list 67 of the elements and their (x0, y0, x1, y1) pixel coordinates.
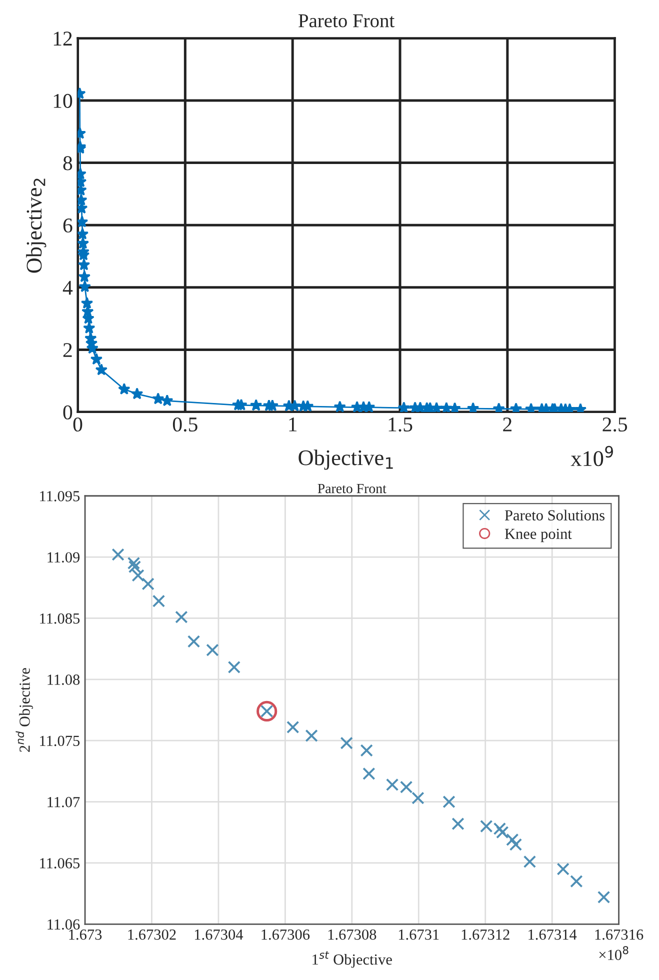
point (142, 578, 154, 590)
x-tick-label: 1.67306 (262, 929, 310, 940)
x-tick-label: 1.673 (69, 929, 102, 940)
y-tick-label: 6 (63, 218, 72, 233)
point (360, 744, 373, 757)
x-tick-label: 1.5 (388, 418, 412, 432)
legend-label: Knee point (504, 528, 572, 542)
y-tick-label: 12 (54, 32, 72, 46)
point (442, 795, 456, 808)
text: ×10$^{8}$ (599, 946, 628, 960)
point (452, 817, 464, 830)
y-tick-label: 11.08 (48, 674, 80, 685)
x-tick-label: 1.67316 (595, 929, 644, 940)
point (340, 736, 353, 750)
point (386, 778, 399, 792)
point (412, 792, 424, 804)
point (400, 780, 413, 794)
y-tick-label: 0 (63, 405, 72, 420)
point (556, 862, 570, 876)
x-tick-label: 1 (289, 418, 297, 432)
y-tick-label: 11.065 (40, 858, 80, 868)
x-tick-label: 0.5 (172, 417, 198, 432)
x-tick-label: 1.67314 (528, 929, 577, 940)
x-tick-label: 1.67312 (462, 929, 510, 940)
y-tick-label: 11.085 (40, 613, 80, 624)
x-tick-label: 1.67304 (194, 929, 244, 940)
point (112, 548, 124, 561)
chart-title: Pareto Front (298, 14, 395, 28)
point (286, 720, 300, 734)
point (523, 855, 536, 868)
x-tick-label: 1.67308 (328, 929, 376, 940)
y-tick-label: 2 (63, 343, 72, 357)
x-tick-label: 1.6731 (398, 929, 439, 940)
point (496, 826, 509, 839)
y-tick-label: 10 (54, 94, 72, 108)
chart-title: Pareto Front (318, 484, 386, 494)
x-tick-label: 2.5 (602, 418, 628, 432)
x-tick-label: 1.67302 (128, 929, 176, 940)
x-tick-label: 2 (503, 418, 512, 432)
point (506, 833, 519, 846)
point (509, 838, 522, 851)
point (132, 569, 144, 582)
x-axis-title: Objective$_{1}$ (298, 450, 393, 470)
legend-label: Pareto Solutions (504, 510, 604, 520)
point (127, 556, 140, 570)
y-tick-label: 4 (62, 280, 73, 295)
point (175, 610, 188, 624)
point (362, 767, 376, 780)
y-axis-title: 2$^{nd}$ Objective (16, 668, 33, 752)
y-tick-label: 11.06 (48, 919, 80, 930)
point (206, 644, 219, 656)
y-tick-label: 8 (63, 156, 72, 170)
point (570, 874, 583, 888)
y-tick-label: 11.075 (40, 736, 80, 746)
x-axis-title: 1$^{st}$ Objective (312, 951, 392, 968)
y-tick-label: 11.07 (48, 796, 80, 808)
point (152, 594, 166, 608)
point (305, 729, 318, 742)
text: x10$^{9}$ (570, 446, 613, 466)
point (187, 635, 200, 648)
point (597, 890, 610, 904)
point (128, 560, 142, 574)
y-tick-label: 11.095 (40, 491, 80, 502)
y-axis-title: Objective$_{2}$ (26, 178, 46, 273)
point (256, 700, 278, 722)
y-tick-label: 11.09 (48, 552, 80, 563)
point (228, 660, 240, 674)
